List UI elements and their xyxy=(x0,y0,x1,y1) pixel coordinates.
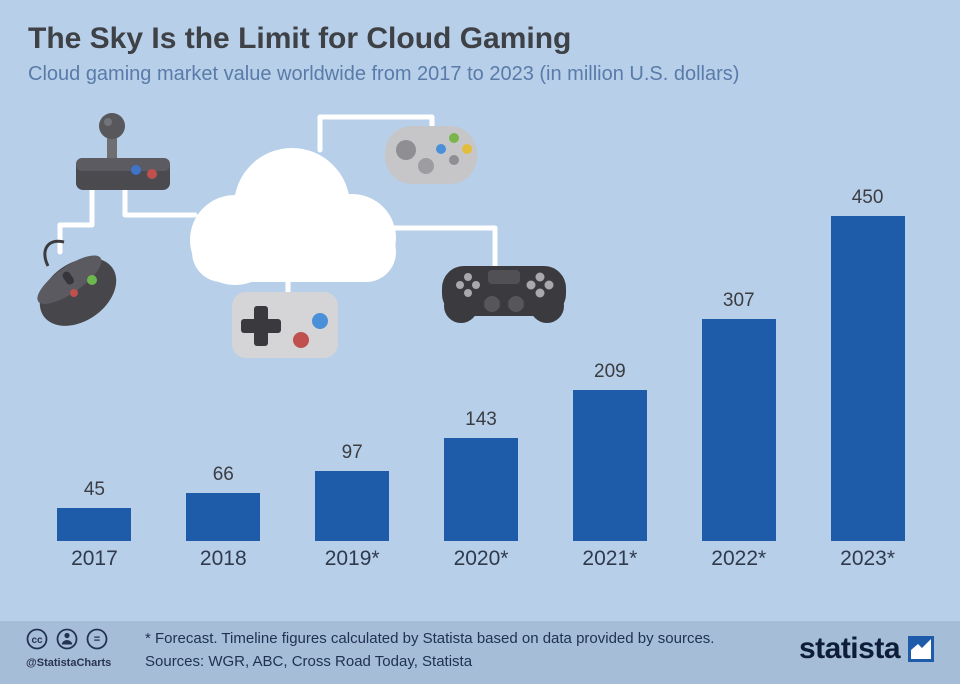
bar-year-label: 2020* xyxy=(453,547,509,570)
bar-value-label: 45 xyxy=(83,479,105,500)
bar-value-label: 209 xyxy=(594,361,626,382)
cc-license-block: cc = @StatistaCharts xyxy=(26,627,114,669)
bar-group: 45 xyxy=(30,479,159,541)
svg-text:=: = xyxy=(94,634,100,646)
bar xyxy=(315,471,390,541)
page-title: The Sky Is the Limit for Cloud Gaming xyxy=(28,22,572,55)
cloud-icon xyxy=(190,148,396,285)
bar-group: 209 xyxy=(545,361,674,541)
bar xyxy=(572,390,647,541)
x-axis-labels: 2017 2018 2019* 2020* 2021* 2022* 2023* xyxy=(30,547,932,571)
statista-logo: statista xyxy=(799,634,934,664)
retro-gamepad-icon xyxy=(232,292,338,358)
bar-value-label: 97 xyxy=(341,442,363,463)
attribution-icon xyxy=(56,628,78,650)
bar-value-label: 450 xyxy=(851,187,884,208)
bar xyxy=(830,216,905,541)
bar-group: 450 xyxy=(803,187,932,541)
bar-value-label: 143 xyxy=(465,409,497,430)
joystick-icon xyxy=(76,113,170,190)
footer-notes: * Forecast. Timeline figures calculated … xyxy=(145,630,714,670)
cc-license-icons: cc = xyxy=(26,628,108,650)
bar-year-label: 2023* xyxy=(840,547,896,570)
ps-gamepad-icon xyxy=(442,266,566,323)
bar-group: 66 xyxy=(159,464,288,541)
bar-year-label: 2019* xyxy=(324,547,380,570)
computer-mouse-icon xyxy=(37,239,117,326)
bar-year-label: 2018 xyxy=(199,547,247,570)
bar-year-label: 2017 xyxy=(71,547,118,570)
xbox-gamepad-icon xyxy=(385,126,477,184)
equals-icon: = xyxy=(86,628,108,650)
connector-lines xyxy=(57,114,498,299)
svg-text:cc: cc xyxy=(31,635,43,646)
bar-year-label: 2021* xyxy=(582,547,638,570)
bar xyxy=(186,493,261,541)
cc-icon: cc xyxy=(26,628,48,650)
bar xyxy=(57,508,132,541)
bar xyxy=(701,319,776,541)
bar-group: 97 xyxy=(288,442,417,541)
footer-band: cc = @StatistaCharts * Forecast. Timelin… xyxy=(0,621,960,684)
page-subtitle: Cloud gaming market value worldwide from… xyxy=(28,63,740,85)
bar-year-label: 2022* xyxy=(711,547,767,570)
statista-wordmark: statista xyxy=(798,632,901,665)
statista-handle: @StatistaCharts xyxy=(26,657,112,669)
bar-value-label: 307 xyxy=(722,290,755,311)
bar-value-label: 66 xyxy=(212,464,234,485)
statista-logo-icon xyxy=(908,636,934,662)
bar-group: 143 xyxy=(417,409,546,541)
forecast-note: * Forecast. Timeline figures calculated … xyxy=(145,630,715,647)
bar-chart: 45 66 97 143 209 307 450 xyxy=(30,187,932,541)
sources-note: Sources: WGR, ABC, Cross Road Today, Sta… xyxy=(145,653,473,670)
bar-group: 307 xyxy=(674,290,803,541)
cloud-gaming-illustration xyxy=(37,113,566,358)
bar xyxy=(444,438,518,541)
